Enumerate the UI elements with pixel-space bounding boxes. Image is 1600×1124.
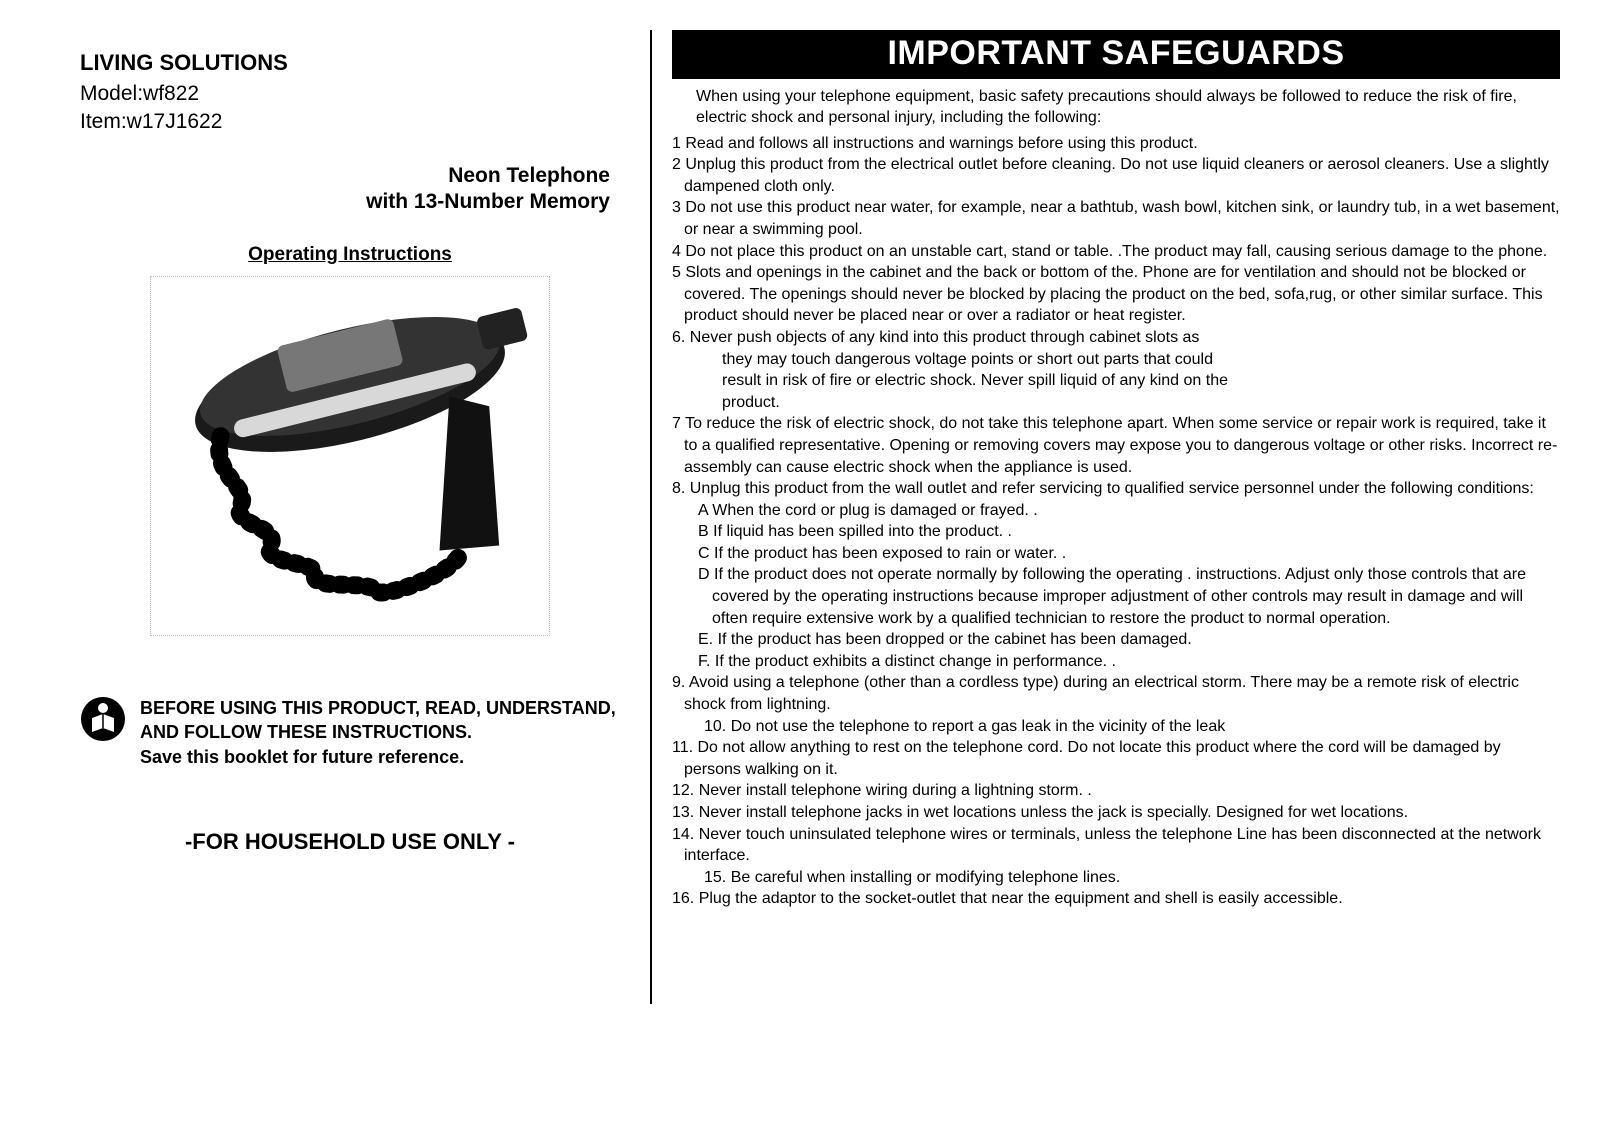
safeguard-item: 16. Plug the adaptor to the socket-outle… (672, 888, 1560, 910)
safeguard-item: 13. Never install telephone jacks in wet… (672, 802, 1560, 824)
safeguard-item: 10. Do not use the telephone to report a… (672, 716, 1560, 738)
read-manual-icon (80, 696, 126, 742)
safeguard-item: 7 To reduce the risk of electric shock, … (672, 413, 1560, 478)
safeguard-item: 6. Never push objects of any kind into t… (672, 327, 1560, 349)
product-title-2: with 13-Number Memory (80, 190, 620, 214)
safeguard-item: 2 Unplug this product from the electrica… (672, 154, 1560, 197)
safeguard-item: 15. Be careful when installing or modify… (672, 867, 1560, 889)
safeguards-banner: IMPORTANT SAFEGUARDS (672, 30, 1560, 79)
safeguard-letter-item: E. If the product has been dropped or th… (672, 629, 1560, 651)
model-line: Model:wf822 (80, 82, 620, 106)
product-title-1: Neon Telephone (80, 164, 620, 188)
safeguard-subline: product. (672, 392, 1560, 414)
phone-illustration (150, 276, 550, 636)
safeguards-list: 1 Read and follows all instructions and … (672, 133, 1560, 910)
safeguard-item: 5 Slots and openings in the cabinet and … (672, 262, 1560, 327)
item-line: Item:w17J1622 (80, 110, 620, 134)
safeguard-item: 9. Avoid using a telephone (other than a… (672, 672, 1560, 715)
operating-instructions-heading: Operating Instructions (80, 244, 620, 266)
safeguard-item: 11. Do not allow anything to rest on the… (672, 737, 1560, 780)
brand-title: LIVING SOLUTIONS (80, 50, 620, 76)
safeguard-letter-item: C If the product has been exposed to rai… (672, 543, 1560, 565)
safeguard-item: 8. Unplug this product from the wall out… (672, 478, 1560, 500)
safeguard-subline: result in risk of fire or electric shock… (672, 370, 1560, 392)
safeguard-item: 12. Never install telephone wiring durin… (672, 780, 1560, 802)
safeguard-letter-item: D If the product does not operate normal… (672, 564, 1560, 629)
safeguard-item: 1 Read and follows all instructions and … (672, 133, 1560, 155)
household-use-only: -FOR HOUSEHOLD USE ONLY - (80, 829, 620, 855)
safeguard-item: 14. Never touch uninsulated telephone wi… (672, 824, 1560, 867)
warning-block: BEFORE USING THIS PRODUCT, READ, UNDERST… (80, 696, 620, 769)
left-page: LIVING SOLUTIONS Model:wf822 Item:w17J16… (0, 0, 650, 1124)
warning-line-1: BEFORE USING THIS PRODUCT, READ, UNDERST… (140, 698, 616, 742)
safeguard-letter-item: B If liquid has been spilled into the pr… (672, 521, 1560, 543)
safeguard-letter-item: A When the cord or plug is damaged or fr… (672, 500, 1560, 522)
safeguards-intro: When using your telephone equipment, bas… (696, 87, 1560, 129)
safeguard-item: 4 Do not place this product on an unstab… (672, 241, 1560, 263)
warning-line-2: Save this booklet for future reference. (140, 745, 620, 769)
safeguard-item: 3 Do not use this product near water, fo… (672, 197, 1560, 240)
safeguard-subline: they may touch dangerous voltage points … (672, 349, 1560, 371)
safeguard-letter-item: F. If the product exhibits a distinct ch… (672, 651, 1560, 673)
warning-text: BEFORE USING THIS PRODUCT, READ, UNDERST… (140, 696, 620, 769)
right-page: IMPORTANT SAFEGUARDS When using your tel… (652, 0, 1600, 1124)
